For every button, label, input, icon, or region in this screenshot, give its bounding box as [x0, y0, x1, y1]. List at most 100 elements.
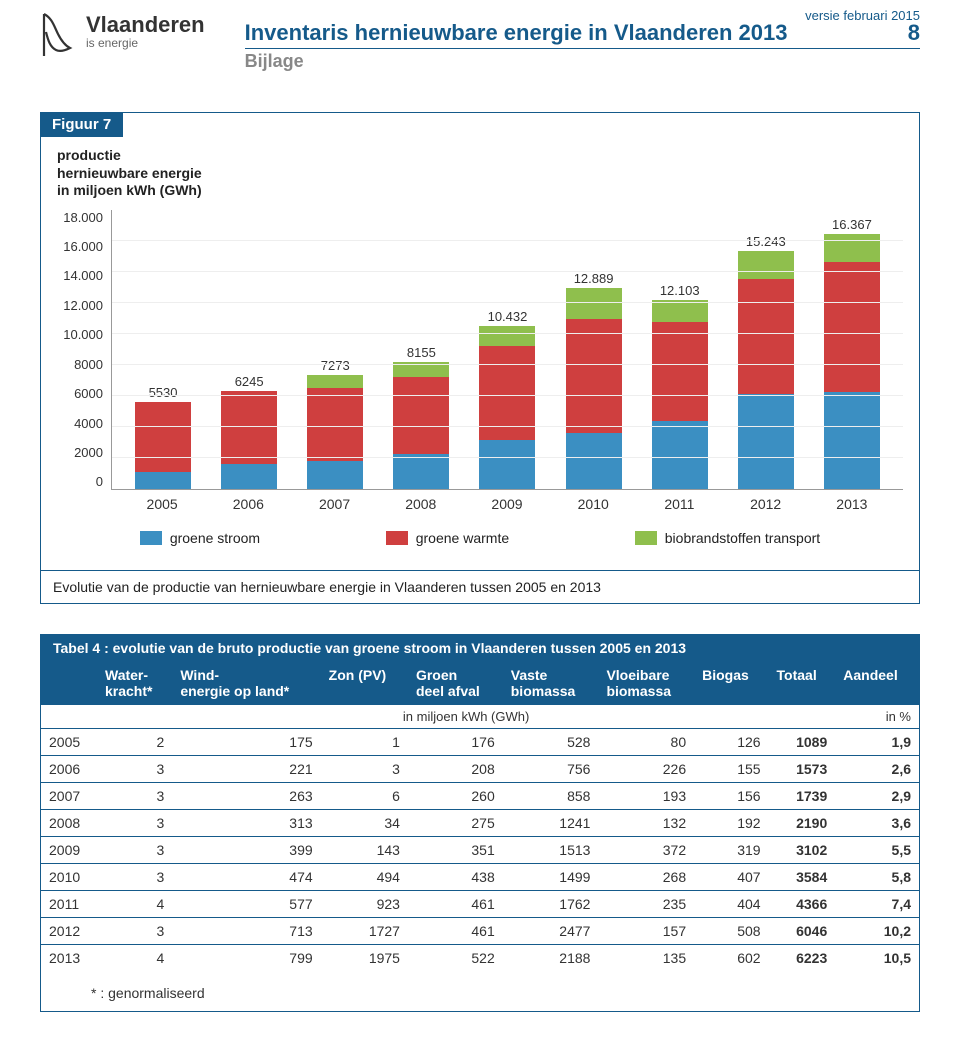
table-cell: 313 — [172, 809, 320, 836]
table-cell: 2010 — [41, 863, 97, 890]
table-cell: 2188 — [503, 944, 599, 971]
table-cell: 4 — [97, 890, 172, 917]
table-cell: 275 — [408, 809, 503, 836]
table-cell: 2006 — [41, 755, 97, 782]
table-cell: 2012 — [41, 917, 97, 944]
y-tick-label: 16.000 — [57, 239, 103, 254]
table-column-header — [41, 661, 97, 705]
table-cell: 2 — [97, 728, 172, 755]
table-cell: 157 — [598, 917, 694, 944]
table-column-header: Wind-energie op land* — [172, 661, 320, 705]
table-cell: 6046 — [769, 917, 836, 944]
table-cell: 508 — [694, 917, 768, 944]
bar-segment-stroom — [738, 394, 794, 488]
y-tick-label: 18.000 — [57, 210, 103, 225]
table-cell: 528 — [503, 728, 599, 755]
table-column-header: Zon (PV) — [321, 661, 408, 705]
table-cell: 577 — [172, 890, 320, 917]
bar-segment-bio — [652, 300, 708, 322]
table-cell: 2013 — [41, 944, 97, 971]
table-cell: 756 — [503, 755, 599, 782]
vlaanderen-logo-icon — [40, 12, 76, 58]
table-cell: 268 — [598, 863, 694, 890]
bar-total-label: 5530 — [149, 385, 178, 400]
table-row: 20063221320875622615515732,6 — [41, 755, 919, 782]
table-cell: 6223 — [769, 944, 836, 971]
x-tick-label: 2013 — [818, 496, 886, 512]
table-unit-right: in % — [835, 705, 919, 729]
table-cell: 263 — [172, 782, 320, 809]
table-cell: 1499 — [503, 863, 599, 890]
figure-7-box: Figuur 7 productie hernieuwbare energie … — [40, 112, 920, 604]
table-row: 20073263626085819315617392,9 — [41, 782, 919, 809]
x-tick-label: 2009 — [473, 496, 541, 512]
table-column-header: Aandeel — [835, 661, 919, 705]
table-cell: 1762 — [503, 890, 599, 917]
table-cell: 3 — [97, 863, 172, 890]
table-cell: 399 — [172, 836, 320, 863]
bar-segment-stroom — [652, 421, 708, 489]
y-tick-label: 8000 — [57, 357, 103, 372]
table-column-header: Biogas — [694, 661, 768, 705]
table-cell: 3 — [97, 809, 172, 836]
bar-segment-warmte — [738, 279, 794, 394]
table-cell: 372 — [598, 836, 694, 863]
table-cell: 2190 — [769, 809, 836, 836]
document-subtitle: Bijlage — [245, 51, 920, 72]
bar-segment-stroom — [566, 433, 622, 489]
table-cell: 260 — [408, 782, 503, 809]
bar-segment-bio — [307, 375, 363, 387]
table-cell: 2007 — [41, 782, 97, 809]
table-row: 2005217511765288012610891,9 — [41, 728, 919, 755]
table-cell: 1739 — [769, 782, 836, 809]
table-row: 2012371317274612477157508604610,2 — [41, 917, 919, 944]
table-cell: 858 — [503, 782, 599, 809]
y-tick-label: 6000 — [57, 386, 103, 401]
table-row: 20103474494438149926840735845,8 — [41, 863, 919, 890]
table-cell: 1241 — [503, 809, 599, 836]
table-cell: 4366 — [769, 890, 836, 917]
figure-caption: Evolutie van de productie van hernieuwba… — [41, 570, 919, 603]
table-cell: 1727 — [321, 917, 408, 944]
table-row: 20093399143351151337231931025,5 — [41, 836, 919, 863]
table-cell: 474 — [172, 863, 320, 890]
table-cell: 3584 — [769, 863, 836, 890]
bar-2012: 15.243 — [732, 234, 800, 488]
table-cell: 2,9 — [835, 782, 919, 809]
table-cell: 221 — [172, 755, 320, 782]
bar-2005: 5530 — [129, 385, 197, 488]
table-cell: 3 — [97, 755, 172, 782]
table-cell: 3 — [97, 836, 172, 863]
table-column-header: Groendeel afval — [408, 661, 503, 705]
table-cell: 494 — [321, 863, 408, 890]
table-cell: 799 — [172, 944, 320, 971]
table-row: 2008331334275124113219221903,6 — [41, 809, 919, 836]
bar-segment-stroom — [135, 472, 191, 489]
bar-segment-stroom — [824, 392, 880, 489]
table-cell: 602 — [694, 944, 768, 971]
y-tick-label: 2000 — [57, 445, 103, 460]
table-cell: 2,6 — [835, 755, 919, 782]
bar-segment-bio — [738, 251, 794, 279]
bar-2008: 8155 — [387, 345, 455, 489]
table-cell: 193 — [598, 782, 694, 809]
bar-segment-warmte — [393, 377, 449, 454]
table-cell: 438 — [408, 863, 503, 890]
y-tick-label: 0 — [57, 474, 103, 489]
y-tick-label: 14.000 — [57, 268, 103, 283]
table-cell: 235 — [598, 890, 694, 917]
bar-segment-bio — [566, 288, 622, 319]
bar-total-label: 12.889 — [574, 271, 614, 286]
table-cell: 226 — [598, 755, 694, 782]
bar-segment-warmte — [221, 391, 277, 464]
bar-total-label: 15.243 — [746, 234, 786, 249]
x-tick-label: 2008 — [387, 496, 455, 512]
table-cell: 522 — [408, 944, 503, 971]
x-tick-label: 2012 — [732, 496, 800, 512]
table-cell: 1 — [321, 728, 408, 755]
table-cell: 135 — [598, 944, 694, 971]
table-row: 2013479919755222188135602622310,5 — [41, 944, 919, 971]
brand-title: Vlaanderen — [86, 12, 205, 38]
table-cell: 351 — [408, 836, 503, 863]
x-tick-label: 2007 — [301, 496, 369, 512]
